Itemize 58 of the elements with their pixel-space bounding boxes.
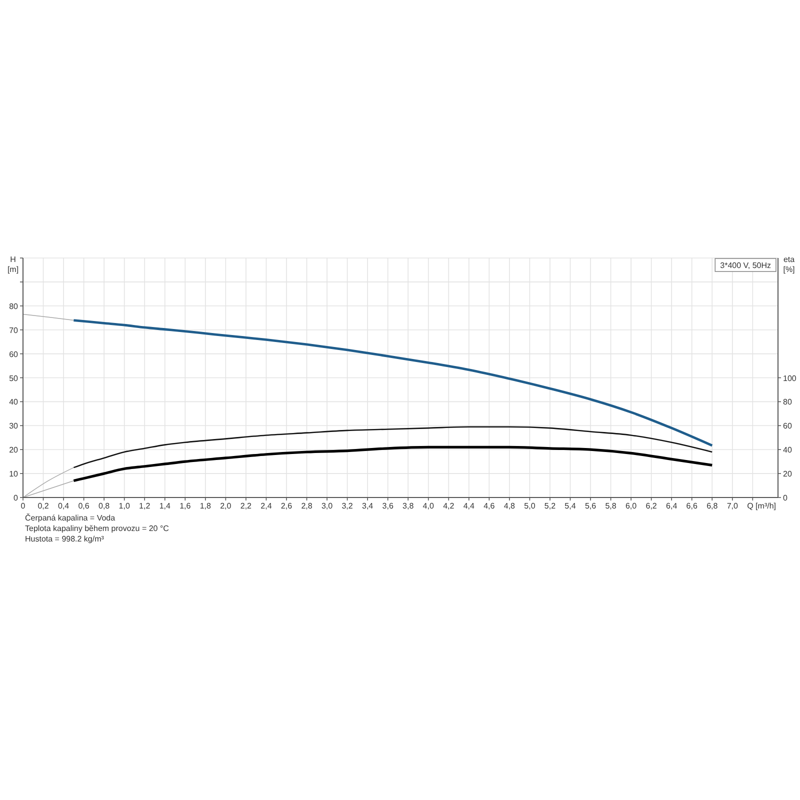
y2-tick-label: 20: [783, 470, 792, 479]
x-tick-label: 4,0: [422, 502, 434, 510]
y2-tick-label: 80: [783, 398, 792, 407]
y-tick-label: 50: [9, 374, 19, 383]
x-tick-label: 2,2: [240, 502, 252, 510]
x-tick-label: 4,4: [463, 502, 476, 510]
chart-title: 3*400 V, 50Hz: [720, 261, 771, 270]
x-tick-label: 7,0: [726, 502, 739, 510]
x-tick-label: 1,2: [139, 502, 151, 510]
x-tick-label: 5,6: [584, 502, 597, 510]
x-tick-label: 0,6: [78, 502, 90, 510]
text: Teplota kapaliny během provozu = 20 °C: [25, 524, 170, 533]
y2-tick-label: 100: [783, 374, 797, 383]
x-tick-label: 6,2: [646, 502, 658, 510]
x-tick-label: 0,2: [38, 502, 50, 510]
x-tick-label: 6,0: [625, 502, 638, 510]
x-tick-label: 5,0: [524, 502, 536, 510]
x-tick-label: 6,4: [666, 502, 678, 510]
x-tick-label: 6,6: [686, 502, 698, 510]
x-tick-label: 2,4: [260, 502, 272, 510]
y-tick-label: 40: [9, 398, 19, 407]
x-tick-label: 0,4: [58, 502, 70, 510]
x-tick-label: 5,2: [544, 502, 556, 510]
x-tick-label: 4,2: [443, 502, 455, 510]
x-tick-label: 3,0: [321, 502, 334, 510]
x-tick-label: 1,4: [159, 502, 171, 510]
x-axis-title: Q [m³/h]: [747, 502, 776, 510]
y2-axis-title: eta [%]: [783, 255, 796, 274]
x-tick-label: 3,4: [362, 502, 374, 510]
x-tick-label: 5,8: [605, 502, 617, 510]
x-tick-label: 2,8: [301, 502, 313, 510]
text: Čerpaná kapalina = Voda: [25, 514, 116, 522]
x-tick-label: 4,8: [504, 502, 516, 510]
y-tick-label: 20: [9, 446, 19, 455]
x-tick-label: 2,6: [280, 502, 293, 510]
text: Hustota = 998.2 kg/m³: [25, 534, 104, 544]
x-tick-label: 4,6: [484, 502, 496, 510]
y-tick-label: 80: [9, 302, 19, 311]
x-tick-label: 0: [20, 502, 26, 510]
y2-tick-label: 40: [783, 446, 792, 455]
y-tick-label: 0: [14, 494, 19, 502]
y-tick-label: 70: [9, 326, 19, 335]
x-tick-label: 0,8: [98, 502, 110, 510]
x-tick-label: 3,6: [382, 502, 394, 510]
x-tick-label: 1,8: [200, 502, 212, 510]
y2-tick-label: 60: [783, 422, 792, 431]
x-tick-label: 1,6: [180, 502, 192, 510]
y-tick-label: 30: [9, 422, 19, 431]
y-axis-title: H [m]: [7, 255, 19, 274]
x-tick-label: 5,4: [564, 502, 576, 510]
y2-tick-label: 0: [783, 494, 788, 502]
x-tick-label: 1,0: [118, 502, 130, 510]
x-tick-label: 2,0: [220, 502, 232, 510]
x-tick-label: 3,8: [402, 502, 414, 510]
x-tick-label: 6,8: [706, 502, 718, 510]
y-tick-label: 10: [9, 470, 19, 479]
y-tick-label: 60: [9, 350, 19, 359]
x-tick-label: 3,2: [342, 502, 354, 510]
